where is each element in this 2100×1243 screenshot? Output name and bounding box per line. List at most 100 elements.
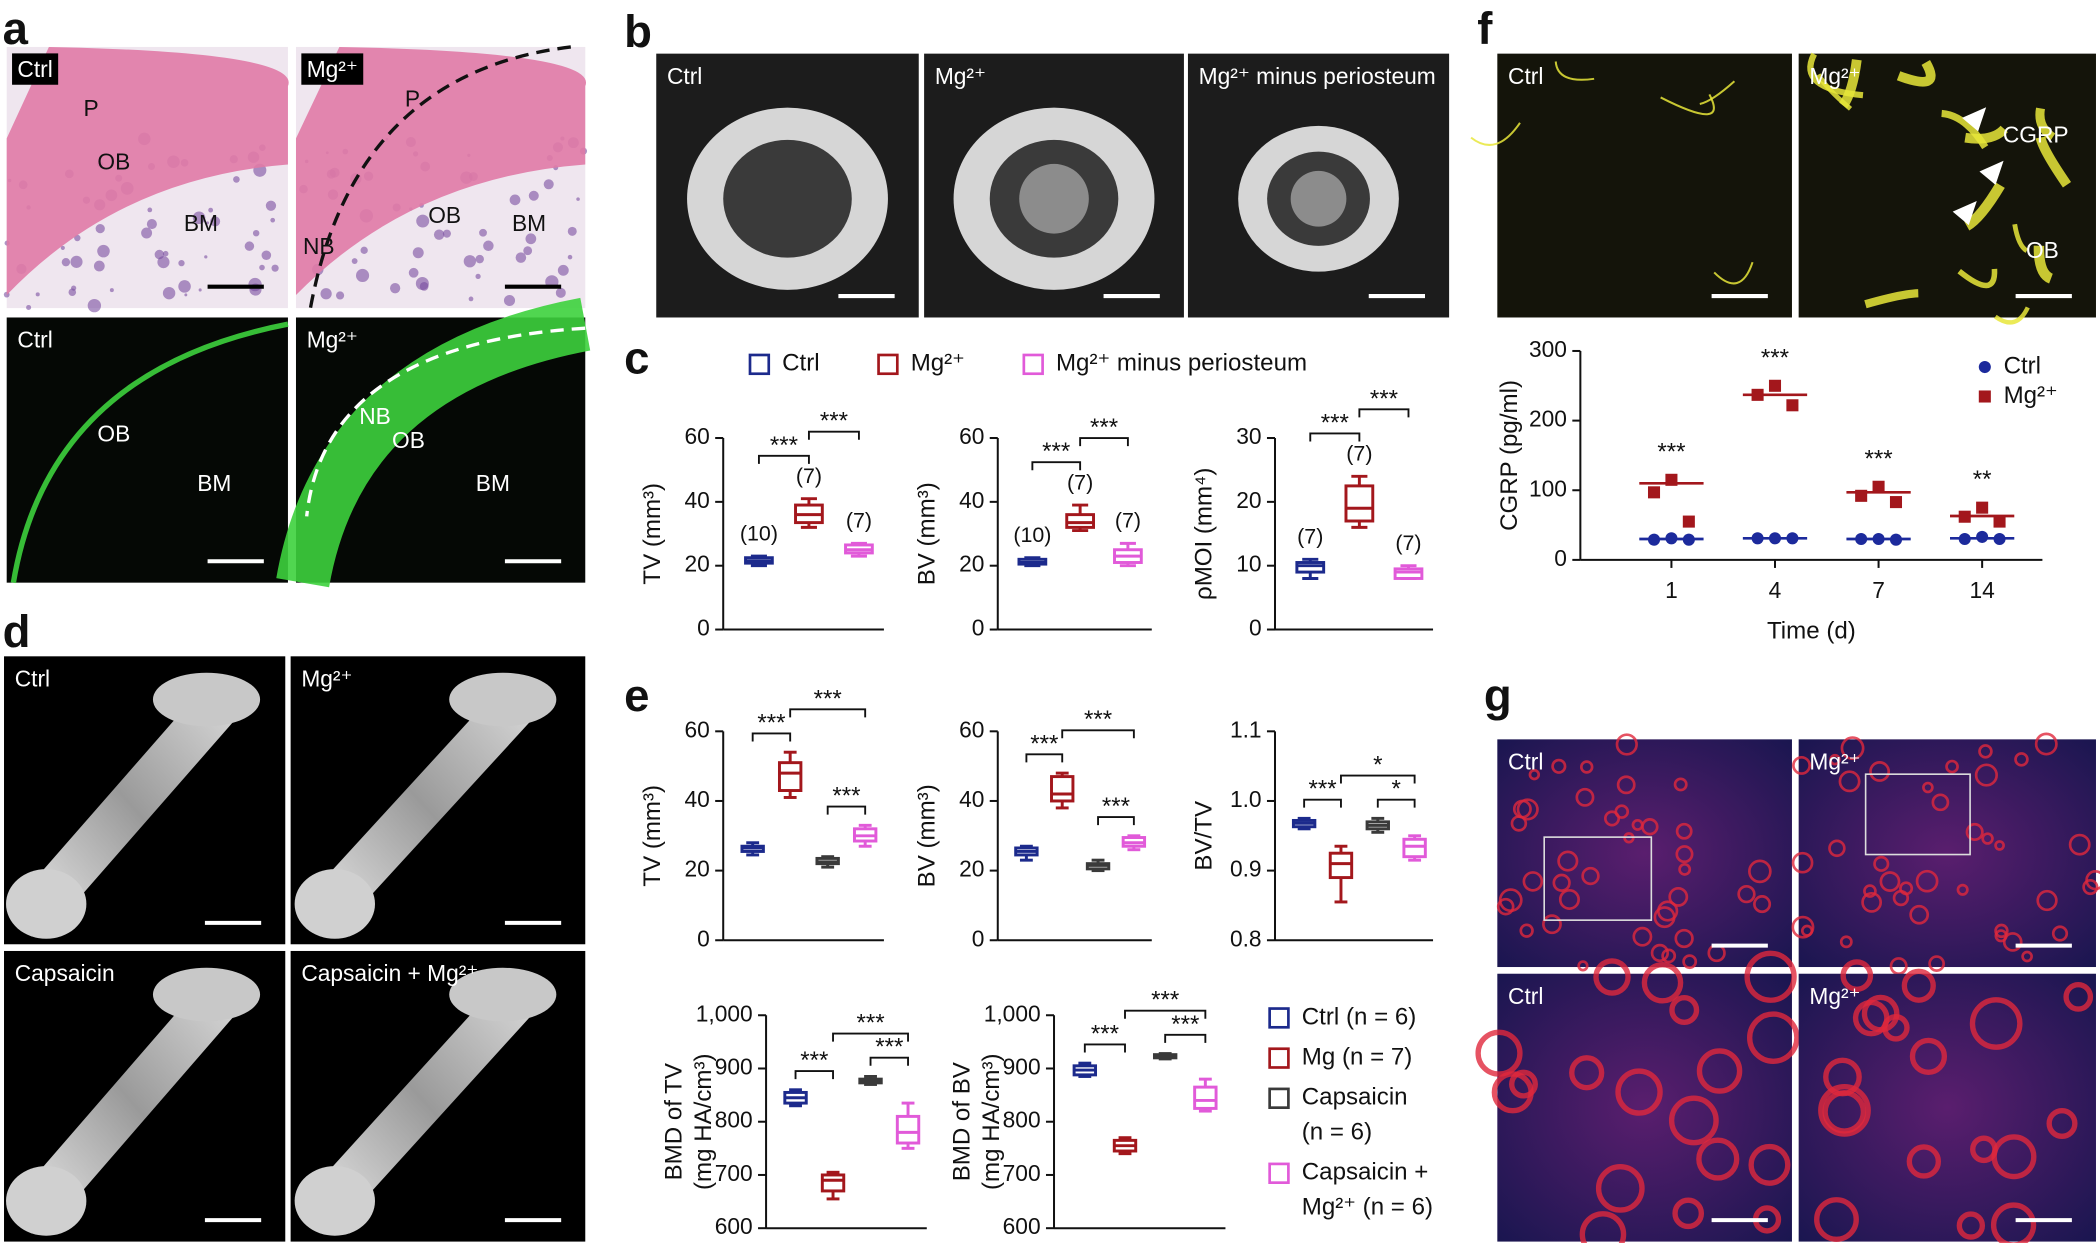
- bone-band: [6, 46, 289, 296]
- tissue-speck: [576, 197, 580, 201]
- y-tick-label: 800: [715, 1107, 753, 1133]
- cell: [2082, 878, 2099, 896]
- cell: [1593, 958, 1631, 996]
- y-tick-label: 1,000: [696, 1000, 753, 1026]
- point: [1665, 532, 1678, 545]
- cell: [1632, 926, 1653, 947]
- y-tick-label: 0: [972, 615, 985, 641]
- cell: [1579, 1211, 1627, 1243]
- significance-bracket: [1164, 1033, 1207, 1043]
- tissue-speck: [390, 283, 401, 294]
- significance-bracket: [757, 454, 810, 464]
- cell: [1558, 888, 1580, 911]
- cell: [1791, 915, 1815, 939]
- significance-bracket: [1083, 1043, 1126, 1053]
- cell: [1737, 884, 1756, 904]
- tissue-speck: [475, 254, 484, 264]
- panel-letter: d: [3, 606, 31, 657]
- box: [1065, 513, 1095, 529]
- x-tick-label: 4: [1769, 577, 1782, 603]
- cell: [1669, 995, 1700, 1025]
- legend-label: Mg (n = 7): [1302, 1043, 1412, 1070]
- significance-bracket: [1303, 798, 1342, 808]
- cell: [1873, 855, 1890, 872]
- box: [1393, 567, 1424, 580]
- point: [1958, 532, 1971, 546]
- tissue-speck: [97, 244, 110, 258]
- significance-bracket: [1124, 1009, 1207, 1019]
- cell: [1839, 935, 1853, 949]
- point: [1682, 515, 1695, 528]
- tissue-speck: [433, 229, 445, 240]
- cell: [1829, 753, 1841, 766]
- cell: [1653, 906, 1676, 929]
- significance-bracket: [832, 1032, 909, 1042]
- cell: [1965, 822, 1984, 842]
- cell: [1869, 761, 1891, 782]
- cell: [1748, 859, 1772, 884]
- image-title: Ctrl: [17, 327, 52, 353]
- point: [1751, 532, 1764, 545]
- image-bg: [6, 317, 288, 583]
- x-tick-label: 7: [1872, 577, 1885, 603]
- image-label: OB: [392, 427, 425, 453]
- image-label: BM: [476, 470, 510, 496]
- cell: [2068, 833, 2091, 856]
- point: [1872, 532, 1885, 546]
- cell: [1861, 994, 1900, 1033]
- tissue-speck: [210, 216, 221, 227]
- fluor-band: [276, 297, 591, 588]
- cell: [1510, 815, 1528, 832]
- tissue-speck: [184, 293, 188, 297]
- y-axis-label: BMD of BV: [948, 1062, 975, 1181]
- x-tick-label: 1: [1665, 577, 1678, 603]
- point: [1768, 379, 1782, 392]
- image: Ctrl: [656, 53, 919, 318]
- bone-shaft: [312, 980, 535, 1221]
- cell: [1994, 929, 2008, 943]
- cell: [1650, 943, 1670, 963]
- legend-marker: [1268, 1007, 1290, 1029]
- image-label: NB: [359, 403, 391, 429]
- legend-label: Ctrl: [782, 350, 819, 377]
- box: [1050, 775, 1075, 803]
- box: [1295, 561, 1326, 574]
- image: Mg²⁺: [924, 53, 1184, 318]
- image: Ctrl: [1475, 950, 1800, 1243]
- box: [777, 761, 803, 792]
- cell: [1991, 1134, 2037, 1180]
- y-tick-label: 0.8: [1230, 925, 1262, 951]
- cell: [1661, 948, 1677, 964]
- point: [1872, 480, 1885, 493]
- significance-bracket: [1079, 437, 1129, 447]
- tissue-speck: [416, 214, 430, 228]
- legend-label: Mg²⁺: [911, 350, 965, 377]
- y-axis-label: CGRP (pg/ml): [1496, 380, 1523, 531]
- panel-letter: e: [624, 670, 649, 721]
- tissue-speck: [525, 233, 537, 245]
- tissue-speck: [271, 264, 279, 272]
- significance-label: *: [1373, 752, 1382, 779]
- tissue-speck: [261, 250, 272, 261]
- point: [1665, 473, 1678, 486]
- y-tick-label: 300: [1529, 336, 1567, 362]
- y-tick-label: 20: [959, 856, 984, 882]
- tissue-speck: [419, 282, 429, 291]
- y-tick-label: 800: [1003, 1107, 1041, 1133]
- bone-head: [152, 967, 261, 1022]
- tissue-speck: [157, 256, 170, 269]
- point: [1786, 399, 1799, 412]
- n-label: (7): [1297, 525, 1323, 549]
- y-axis-label: (mg HA/cm³): [690, 1053, 717, 1190]
- cell: [2014, 752, 2029, 767]
- cell: [1577, 960, 1589, 972]
- outline: [305, 326, 586, 517]
- image: Capsaicin + Mg²⁺: [290, 950, 586, 1242]
- significance-bracket: [807, 430, 860, 440]
- y-tick-label: 20: [1236, 487, 1261, 513]
- tissue-speck: [60, 245, 65, 250]
- y-tick-label: 200: [1529, 406, 1567, 432]
- significance-label: ***: [832, 783, 860, 810]
- cell: [1595, 1163, 1645, 1213]
